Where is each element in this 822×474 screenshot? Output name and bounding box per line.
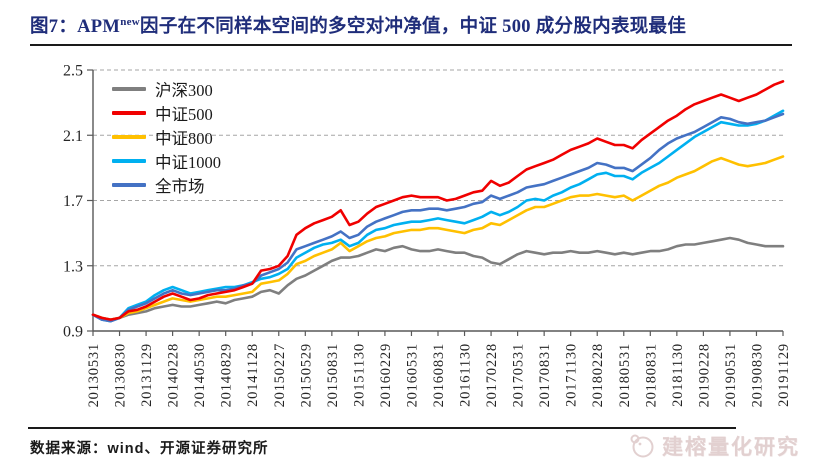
figure-title-rest: 因子在不同样本空间的多空对冲净值，中证 500 成分股内表现最佳 <box>140 17 687 37</box>
x-axis-label: 20160531 <box>404 343 420 407</box>
series-line-中证500 <box>91 80 785 321</box>
legend-line-swatch <box>112 86 146 91</box>
y-axis-label: 1.7 <box>63 193 83 210</box>
data-source-note: 数据来源：wind、开源证券研究所 <box>30 441 269 457</box>
series-line-中证800 <box>91 155 785 321</box>
chart-area: 0.9 1.3 1.7 2.1 2.5 20130531 20130830 20131129 2… <box>0 55 822 427</box>
series-line-中证1000 <box>91 109 785 323</box>
x-axis-label: 20150831 <box>325 343 341 407</box>
series-line-沪深300 <box>91 236 785 321</box>
x-axis-label: 20131129 <box>139 343 155 407</box>
x-axis-label: 20190531 <box>723 343 739 407</box>
x-axis-label: 20150227 <box>272 343 288 407</box>
x-axis-label: 20190228 <box>696 343 712 407</box>
x-axis-label: 20170831 <box>537 343 553 407</box>
legend-label: 中证800 <box>155 128 213 148</box>
x-axis-label: 20140530 <box>192 343 208 407</box>
x-axis-label: 20140228 <box>166 343 182 407</box>
legend-label: 沪深300 <box>155 80 213 100</box>
x-axis-label: 20170228 <box>484 343 500 407</box>
x-axis-label: 20160229 <box>378 343 394 407</box>
figure-title-superscript: new <box>120 15 141 28</box>
legend-line-swatch <box>112 110 146 115</box>
x-axis-label: 20130531 <box>86 343 102 407</box>
y-axis-label: 2.5 <box>63 63 83 80</box>
legend-item-全市场: 全市场 <box>112 175 221 196</box>
legend-label: 全市场 <box>155 176 205 196</box>
x-axis-label: 20171130 <box>564 343 580 407</box>
y-axis-label: 2.1 <box>63 128 83 145</box>
chart-legend: 沪深300 中证500 中证800 中证1000 全市场 <box>112 79 221 196</box>
y-axis-label: 0.9 <box>63 324 83 341</box>
x-axis-label: 20181130 <box>670 343 686 407</box>
x-axis-label: 20150529 <box>298 343 314 407</box>
legend-item-中证1000: 中证1000 <box>112 151 221 172</box>
x-axis-label: 20141128 <box>245 343 261 407</box>
legend-line-swatch <box>112 158 146 163</box>
line-chart: 0.9 1.3 1.7 2.1 2.5 20130531 20130830 20131129 2… <box>63 63 792 408</box>
x-axis-label: 20140829 <box>219 343 235 407</box>
figure-title-text: 图7：APM <box>30 17 121 37</box>
series-line-全市场 <box>91 112 785 323</box>
legend-item-沪深300: 沪深300 <box>112 79 221 100</box>
x-axis-label: 20170531 <box>511 343 527 407</box>
legend-label: 中证500 <box>155 104 213 124</box>
legend-line-swatch <box>112 182 146 187</box>
brand-watermark-text: 建榕量化研究 <box>662 435 800 459</box>
legend-label: 中证1000 <box>155 152 221 172</box>
y-axis-label: 1.3 <box>63 258 83 275</box>
x-axis-label: 20191129 <box>776 343 792 407</box>
x-axis-label: 20160831 <box>431 343 447 407</box>
brand-watermark: 建榕量化研究 <box>628 431 800 461</box>
title-divider <box>30 44 792 46</box>
x-axis-label: 20151130 <box>351 343 367 407</box>
x-axis-label: 20190830 <box>749 343 765 407</box>
x-axis-label: 20180831 <box>643 343 659 407</box>
x-axis-label: 20180228 <box>590 343 606 407</box>
figure-title: 图7：APMnew因子在不同样本空间的多空对冲净值，中证 500 成分股内表现最… <box>30 12 802 38</box>
x-axis-label: 20130830 <box>113 343 129 407</box>
legend-line-swatch <box>112 134 146 139</box>
footer-divider <box>28 427 736 429</box>
x-axis-label: 20161130 <box>458 343 474 407</box>
legend-item-中证800: 中证800 <box>112 127 221 148</box>
legend-item-中证500: 中证500 <box>112 103 221 124</box>
brand-logo-icon <box>630 434 654 458</box>
x-axis-label: 20180531 <box>617 343 633 407</box>
